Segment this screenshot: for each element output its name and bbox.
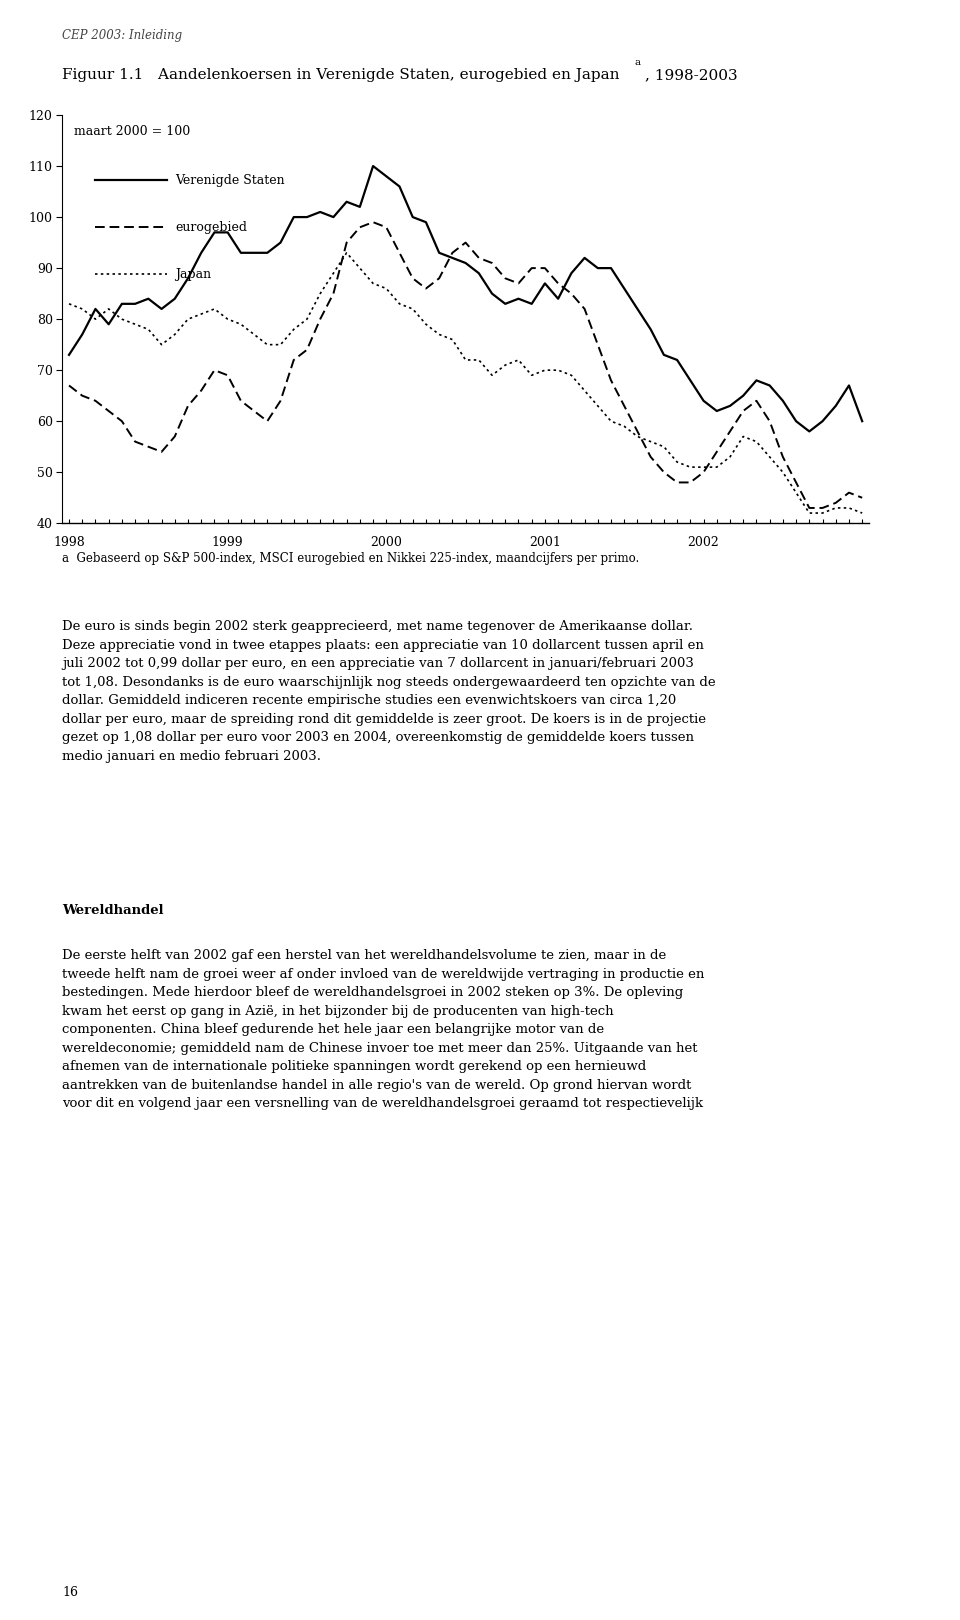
Text: Japan: Japan — [176, 267, 211, 280]
Text: 1998: 1998 — [53, 536, 84, 549]
Text: De eerste helft van 2002 gaf een herstel van het wereldhandelsvolume te zien, ma: De eerste helft van 2002 gaf een herstel… — [62, 949, 705, 1110]
Text: De euro is sinds begin 2002 sterk geapprecieerd, met name tegenover de Amerikaan: De euro is sinds begin 2002 sterk geappr… — [62, 620, 716, 763]
Text: 2001: 2001 — [529, 536, 561, 549]
Text: a  Gebaseerd op S&P 500-index, MSCI eurogebied en Nikkei 225-index, maandcijfers: a Gebaseerd op S&P 500-index, MSCI eurog… — [62, 552, 639, 565]
Text: , 1998-2003: , 1998-2003 — [645, 68, 737, 83]
Text: maart 2000 = 100: maart 2000 = 100 — [75, 125, 191, 138]
Text: Wereldhandel: Wereldhandel — [62, 904, 164, 917]
Text: CEP 2003: Inleiding: CEP 2003: Inleiding — [62, 29, 182, 42]
Text: eurogebied: eurogebied — [176, 220, 248, 233]
Text: Figuur 1.1   Aandelenkoersen in Verenigde Staten, eurogebied en Japan: Figuur 1.1 Aandelenkoersen in Verenigde … — [62, 68, 620, 83]
Text: 16: 16 — [62, 1586, 79, 1599]
Text: 2002: 2002 — [687, 536, 719, 549]
Text: Verenigde Staten: Verenigde Staten — [176, 173, 285, 186]
Text: 1999: 1999 — [212, 536, 244, 549]
Text: 2000: 2000 — [371, 536, 402, 549]
Text: a: a — [635, 58, 640, 68]
